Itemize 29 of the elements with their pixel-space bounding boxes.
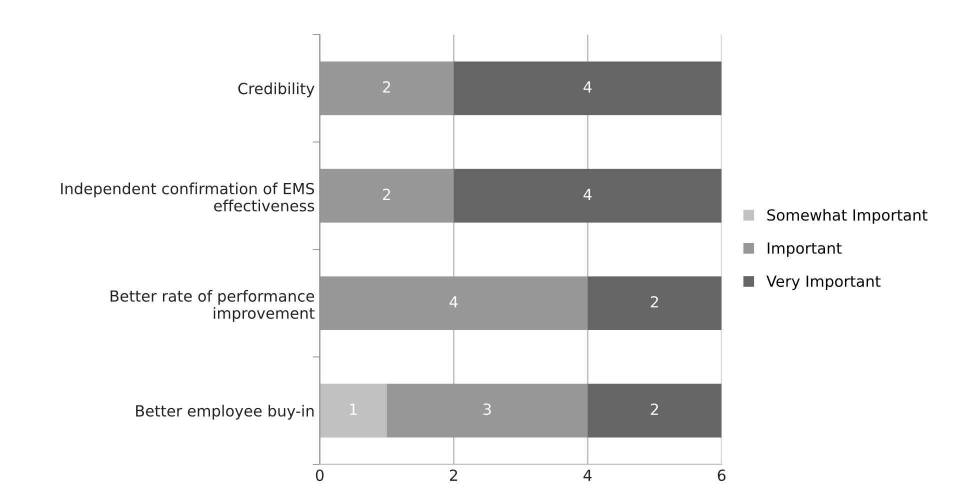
data-label: 1 <box>350 404 357 415</box>
data-label: 4 <box>584 81 592 93</box>
data-label: 2 <box>382 188 390 200</box>
bar <box>320 384 387 438</box>
data-label: 2 <box>382 81 390 93</box>
x-tick-label: 6 <box>718 469 726 482</box>
data-label: 4 <box>450 296 458 308</box>
y-tick-label: Better rate of performance improvement <box>110 290 315 322</box>
data-label: 3 <box>483 404 491 416</box>
y-tick-label: Independent confirmation of EMS effectiveness <box>61 182 314 212</box>
data-label: 2 <box>650 404 658 415</box>
bar <box>454 168 722 223</box>
legend-label: Important <box>768 242 842 257</box>
legend-label: Somewhat Important <box>767 208 928 224</box>
bar <box>320 276 588 330</box>
y-tick-label: Credibility <box>238 82 314 98</box>
legend-label: Very Important <box>766 276 881 290</box>
x-tick-label: 0 <box>316 469 324 482</box>
y-tick-label: Better employee buy-in <box>136 404 314 420</box>
bar <box>320 61 454 116</box>
bar <box>320 168 454 223</box>
x-tick-label: 2 <box>450 469 458 481</box>
data-label: 2 <box>650 296 658 308</box>
bar <box>588 384 722 438</box>
data-label: 4 <box>584 188 592 200</box>
x-tick-label: 4 <box>584 470 592 481</box>
bar <box>454 61 722 116</box>
bar <box>588 276 722 330</box>
bar <box>386 384 588 438</box>
